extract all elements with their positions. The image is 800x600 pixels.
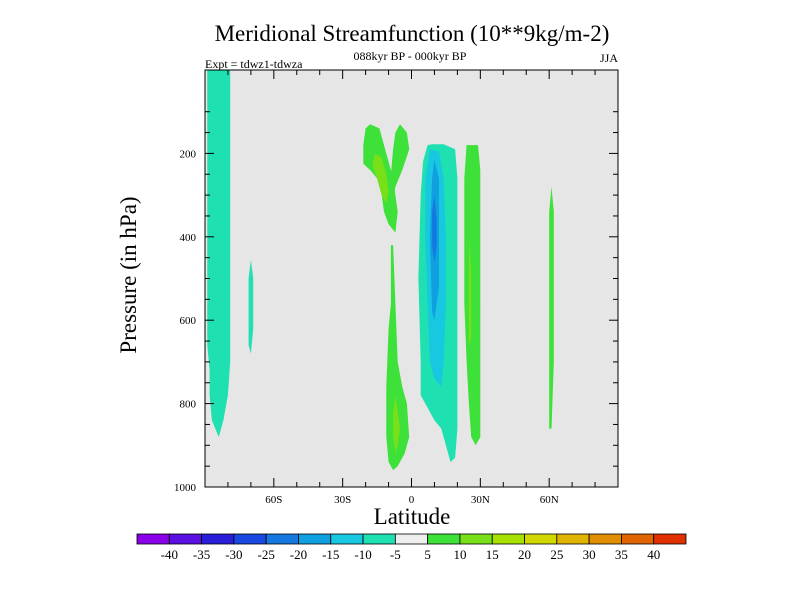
colorbar-label: -20: [290, 547, 307, 562]
colorbar-box: [201, 533, 235, 545]
y-tick-label: 1000: [174, 482, 197, 494]
contour-region-0: [207, 70, 231, 437]
contour-region-11: [464, 145, 481, 446]
chart-subtitle: 088kyr BP - 000kyr BP: [354, 49, 467, 63]
x-tick-label: 60S: [265, 494, 282, 506]
y-axis-label: Pressure (in hPa): [116, 196, 141, 353]
colorbar-box: [556, 533, 590, 545]
chart-title: Meridional Streamfunction (10**9kg/m-2): [215, 21, 610, 46]
colorbar-box: [330, 533, 364, 545]
colorbar-label: -15: [322, 547, 339, 562]
colorbar-label: 20: [518, 547, 531, 562]
x-tick-label: 30S: [334, 494, 351, 506]
colorbar-box: [621, 533, 655, 545]
contour-region-12: [468, 236, 472, 346]
colorbar-label: 30: [583, 547, 596, 562]
colorbar-label: -25: [258, 547, 275, 562]
contour-region-6: [393, 395, 400, 454]
x-axis: 60S 30S 0 30N 60N: [204, 70, 619, 506]
colorbar-box: [136, 533, 170, 545]
colorbar-label: 25: [550, 547, 563, 562]
colorbar-box: [491, 533, 525, 545]
contour-region-4: [372, 153, 389, 204]
contour-region-13: [549, 186, 554, 429]
colorbar-box: [588, 533, 622, 545]
colorbar-label: -5: [390, 547, 401, 562]
colorbar-box: [427, 533, 461, 545]
y-tick-label: 800: [180, 399, 197, 411]
y-tick-label: 600: [180, 315, 197, 327]
colorbar-box: [524, 533, 558, 545]
colorbar-label: 35: [615, 547, 628, 562]
x-tick-label: 0: [409, 494, 415, 506]
colorbar-box: [362, 533, 396, 545]
contour-fills: [207, 70, 554, 471]
colorbar-box: [298, 533, 332, 545]
colorbar-label: -40: [161, 547, 178, 562]
colorbar-box: [459, 533, 493, 545]
y-tick-label: 400: [180, 232, 197, 244]
colorbar-label: 15: [486, 547, 499, 562]
colorbar-label: 40: [647, 547, 660, 562]
contour-region-3: [390, 124, 410, 200]
experiment-annotation: Expt = tdwz1-tdwza: [205, 57, 303, 71]
colorbar-box: [394, 533, 429, 545]
y-axis: 200 400 600 800 1000: [174, 111, 618, 494]
colorbar-label: -30: [225, 547, 242, 562]
colorbar-box: [653, 533, 687, 545]
colorbar-label: 5: [424, 547, 431, 562]
colorbar-box: [233, 533, 267, 545]
colorbar-box: [265, 533, 299, 545]
contour-region-5: [386, 245, 410, 471]
colorbar-label: 10: [453, 547, 466, 562]
colorbar: -40 -35 -30 -25 -20 -15 -10 -5 5 10 15 20 25 30 35 40: [136, 533, 687, 562]
x-tick-label: 30N: [471, 494, 490, 506]
colorbar-label: -10: [354, 547, 371, 562]
colorbar-label: -35: [193, 547, 210, 562]
plot-background: [205, 70, 618, 487]
y-tick-label: 200: [180, 148, 197, 160]
season-annotation: JJA: [600, 51, 618, 65]
x-axis-label: Latitude: [374, 504, 451, 529]
x-tick-label: 60N: [540, 494, 559, 506]
contour-region-1: [248, 259, 254, 354]
colorbar-box: [168, 533, 202, 545]
contour-region-10: [432, 195, 437, 262]
